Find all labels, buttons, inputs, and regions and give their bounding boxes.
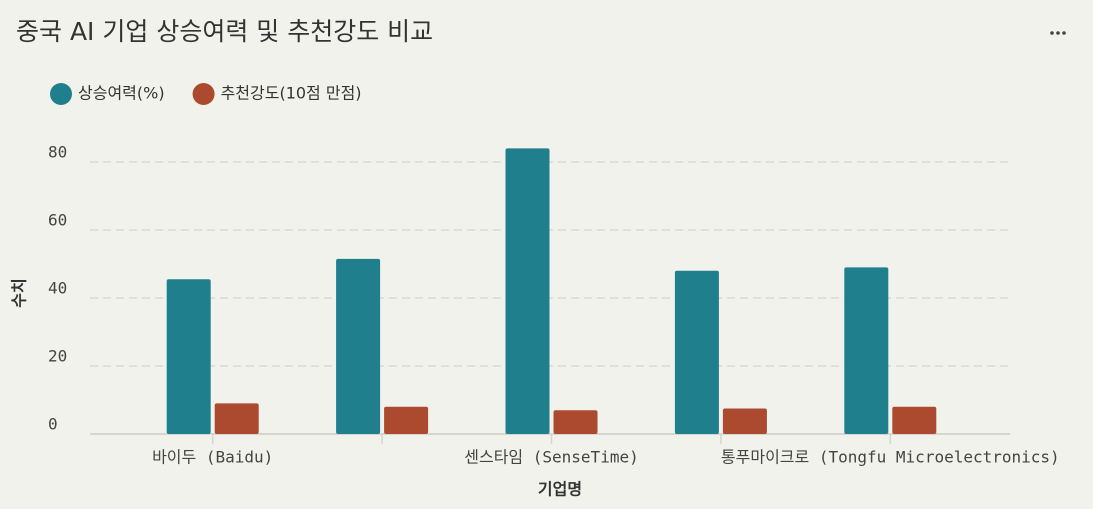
y-axis-label: 수치	[10, 278, 29, 307]
legend-label: 상승여력(%)	[78, 84, 165, 103]
menu-dot	[1062, 31, 1066, 35]
legend-swatch	[192, 83, 215, 105]
menu-dot	[1056, 31, 1060, 35]
y-tick-label: 40	[48, 279, 67, 298]
bar	[505, 148, 550, 434]
x-tick-label: 통푸마이크로 (Tongfu Microelectronics)	[721, 448, 1060, 467]
x-tick-label: 센스타임 (SenseTime)	[464, 448, 638, 467]
y-tick-label: 60	[48, 211, 67, 230]
y-tick-label: 0	[48, 415, 58, 434]
bar	[336, 258, 381, 434]
y-tick-label: 80	[48, 143, 67, 162]
bar	[166, 279, 211, 434]
bar	[844, 267, 889, 434]
bar	[214, 403, 259, 434]
x-tick-label: 바이두 (Baidu)	[152, 448, 273, 467]
bar	[674, 270, 719, 434]
menu-button[interactable]	[1050, 31, 1066, 35]
bar	[384, 406, 429, 434]
menu-dot	[1050, 31, 1054, 35]
legend-label: 추천강도(10점 만점)	[221, 84, 362, 103]
chart-title: 중국 AI 기업 상승여력 및 추천강도 비교	[16, 17, 433, 46]
bar	[892, 406, 937, 434]
y-tick-label: 20	[48, 347, 67, 366]
legend-swatch	[50, 83, 72, 105]
x-axis-label: 기업명	[538, 480, 582, 499]
bar	[722, 408, 767, 434]
bar	[553, 410, 598, 434]
